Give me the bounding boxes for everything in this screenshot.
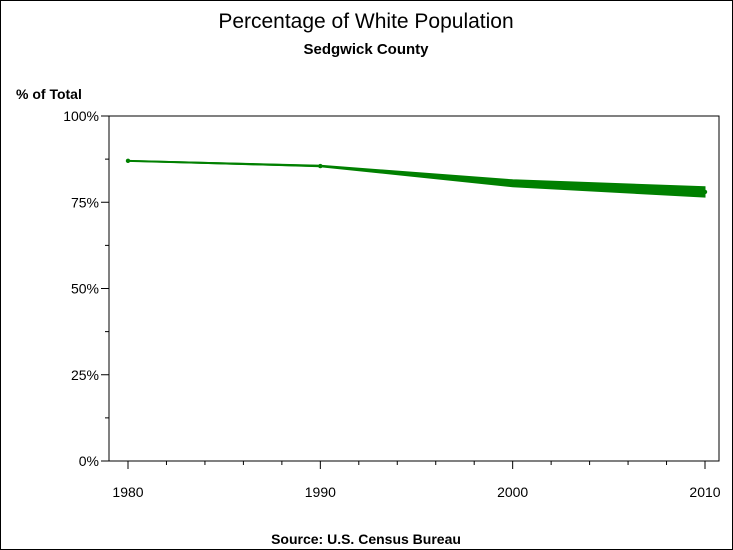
data-point-1990 <box>318 163 323 169</box>
chart-subtitle: Sedgwick County <box>303 41 429 58</box>
y-tick-label-25: 25% <box>71 367 99 383</box>
y-tick-label-100: 100% <box>63 108 99 124</box>
x-tick-label-2010: 2010 <box>689 484 720 500</box>
x-tick-label-1990: 1990 <box>305 484 336 500</box>
series-layer <box>125 158 708 198</box>
plot-area <box>108 115 720 462</box>
y-tick-label-75: 75% <box>71 194 99 210</box>
data-point-2000 <box>510 181 515 186</box>
data-point-2010 <box>702 189 708 195</box>
data-point-1980 <box>125 158 131 164</box>
source-note: Source: U.S. Census Bureau <box>271 531 461 547</box>
x-tick-label-1980: 1980 <box>112 484 143 500</box>
x-tick-label-2000: 2000 <box>497 484 528 500</box>
chart-title: Percentage of White Population <box>218 10 513 33</box>
x-axis: 1980 1990 2000 2010 <box>112 461 721 500</box>
y-tick-label-0: 0% <box>79 453 99 469</box>
series-0-band <box>127 159 706 198</box>
series-0-line <box>127 159 706 193</box>
y-axis-label: % of Total <box>16 86 82 102</box>
y-axis: 0% 25% 50% 75% 100% <box>63 108 109 469</box>
y-tick-label-50: 50% <box>71 281 99 297</box>
